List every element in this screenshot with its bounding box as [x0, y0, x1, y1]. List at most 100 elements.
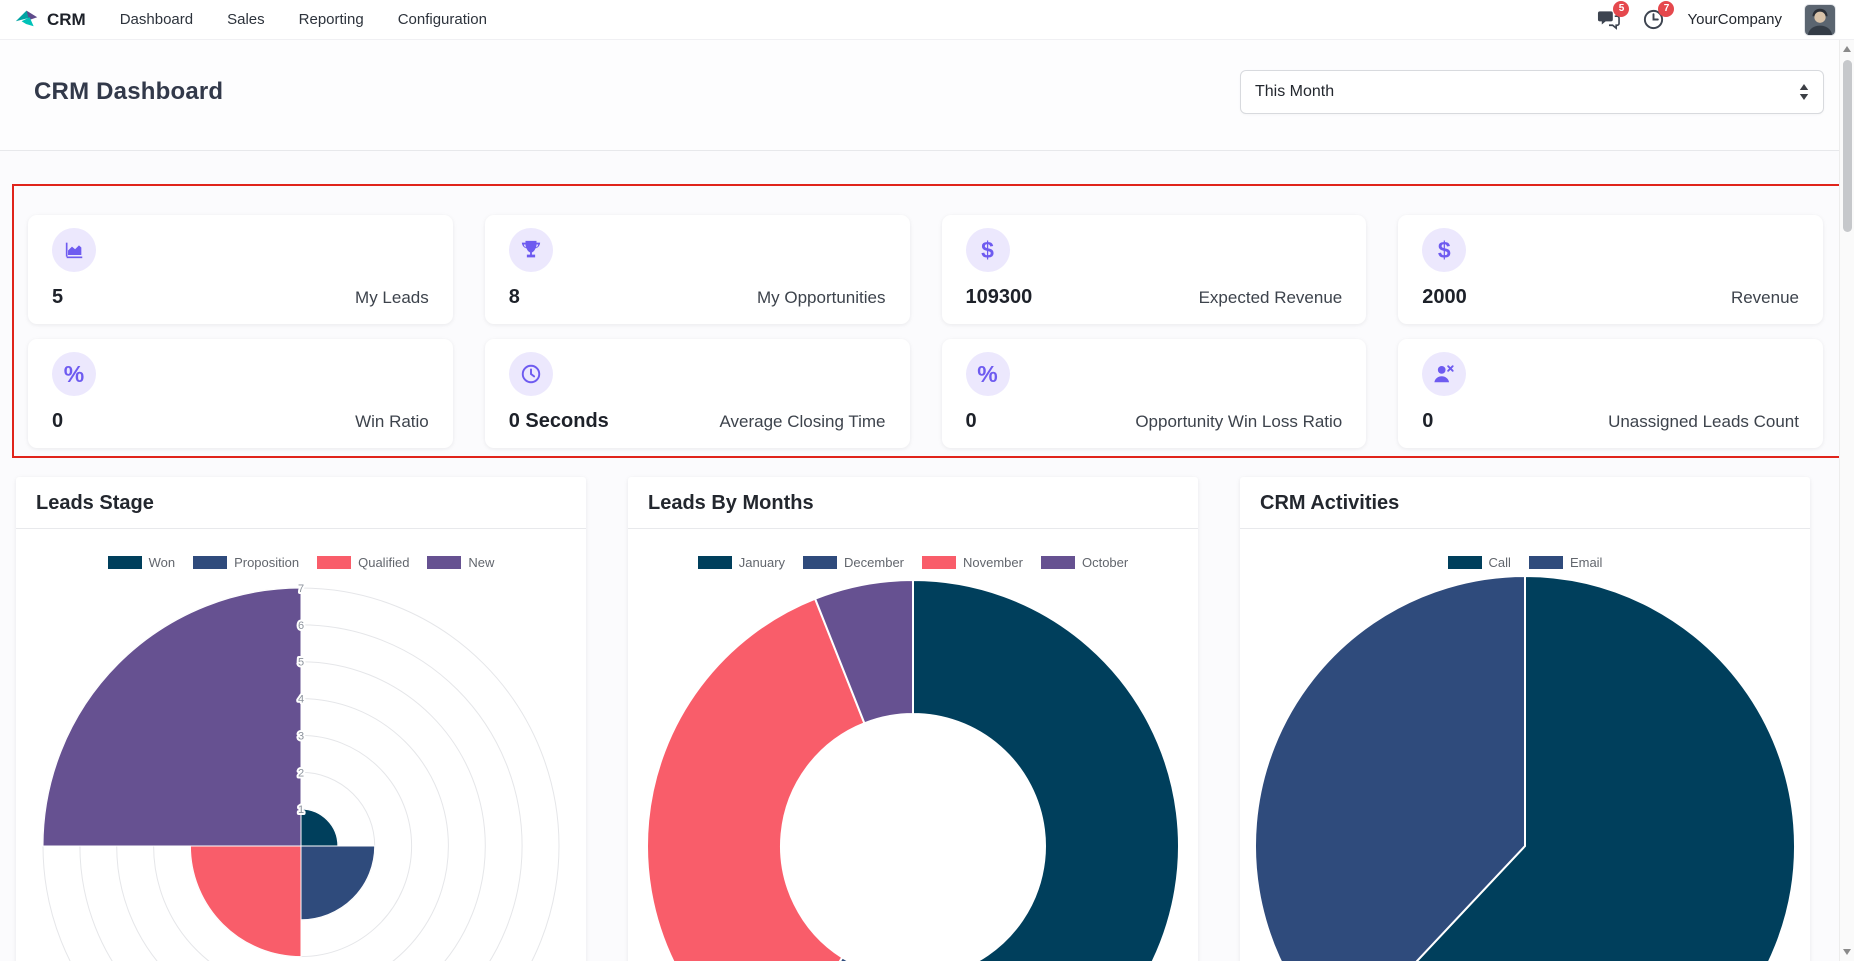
user-x-icon — [1422, 352, 1467, 396]
chart-card-leads-stage: Leads Stage Won Proposition Qualified New 1 2 3… — [16, 477, 586, 961]
legend-swatch — [1528, 556, 1563, 569]
legend-item-october[interactable]: October — [1040, 555, 1128, 570]
kpi-value: 0 Seconds — [508, 410, 609, 432]
legend-item-call[interactable]: Call — [1447, 555, 1511, 570]
chart-title: Leads By Months — [628, 477, 1198, 529]
legend-swatch — [803, 556, 838, 569]
legend-item-won[interactable]: Won — [107, 555, 175, 570]
legend-label: Proposition — [234, 555, 300, 570]
svg-text:5: 5 — [298, 657, 304, 669]
crm-app-logo-icon[interactable] — [14, 7, 39, 32]
chart-title: Leads Stage — [16, 477, 586, 529]
chart-legend: Won Proposition Qualified New — [16, 529, 586, 574]
scroll-up-icon[interactable] — [1843, 46, 1851, 52]
leads-by-months-chart — [646, 578, 1180, 961]
kpi-label: Revenue — [1730, 288, 1799, 307]
kpi-text-row: 109300 Expected Revenue — [966, 286, 1343, 309]
legend-label: Qualified — [358, 555, 410, 570]
kpi-card-my-leads[interactable]: 5 My Leads — [28, 215, 453, 324]
scroll-down-icon[interactable] — [1843, 949, 1851, 955]
scrollbar-thumb[interactable] — [1842, 60, 1852, 232]
legend-item-qualified[interactable]: Qualified — [317, 555, 409, 570]
nav-item-reporting[interactable]: Reporting — [298, 11, 364, 28]
navbar-right: 5 7 YourCompany — [1597, 1, 1836, 36]
legend-swatch — [1040, 556, 1075, 569]
kpi-grid: 5 My Leads 8 My Opportunities $109300 Expecte… — [28, 215, 1823, 448]
activities-button[interactable]: 7 — [1642, 1, 1675, 31]
messages-badge: 5 — [1613, 1, 1630, 17]
kpi-card-average-closing-time[interactable]: 0 Seconds Average Closing Time — [484, 339, 910, 448]
legend-swatch — [697, 556, 732, 569]
svg-text:1: 1 — [298, 804, 304, 816]
legend-swatch — [317, 556, 352, 569]
legend-label: New — [468, 555, 495, 570]
chart-area: Call Email — [1240, 529, 1810, 961]
kpi-label: Unassigned Leads Count — [1608, 412, 1799, 431]
kpi-text-row: 0 Opportunity Win Loss Ratio — [966, 410, 1343, 433]
area-chart-icon — [52, 228, 96, 272]
kpi-label: Average Closing Time — [719, 412, 886, 431]
main-menu: Dashboard Sales Reporting Configuration — [120, 11, 487, 28]
kpi-text-row: 0 Win Ratio — [52, 410, 429, 433]
kpi-value: 0 — [965, 410, 977, 432]
messages-button[interactable]: 5 — [1597, 1, 1630, 31]
svg-text:7: 7 — [298, 583, 304, 595]
charts-row: Leads Stage Won Proposition Qualified New 1 2 3… — [0, 477, 1854, 961]
crm-activities-chart — [1254, 574, 1796, 961]
kpi-label: My Leads — [355, 288, 429, 307]
legend-item-new[interactable]: New — [427, 555, 494, 570]
chart-card-leads-by-months: Leads By Months January December November Oc… — [628, 477, 1198, 961]
legend-label: January — [738, 555, 786, 570]
dollar-icon: $ — [965, 228, 1010, 272]
leads-stage-chart: 1 2 3 4 5 6 7 — [42, 581, 560, 961]
legend-item-november[interactable]: November — [922, 555, 1023, 570]
nav-item-dashboard[interactable]: Dashboard — [119, 11, 194, 28]
select-sort-arrows-icon — [1799, 84, 1809, 100]
vertical-scrollbar[interactable] — [1839, 40, 1854, 961]
kpi-section: 5 My Leads 8 My Opportunities $109300 Expecte… — [12, 184, 1847, 458]
svg-text:3: 3 — [298, 730, 304, 742]
kpi-text-row: 0 Seconds Average Closing Time — [509, 410, 886, 433]
nav-item-configuration[interactable]: Configuration — [397, 11, 487, 28]
nav-item-sales[interactable]: Sales — [227, 11, 265, 28]
kpi-card-revenue[interactable]: $2000 Revenue — [1398, 215, 1823, 324]
navbar-left: CRM Dashboard Sales Reporting Configuration — [14, 7, 487, 32]
kpi-card-win-ratio[interactable]: % 0 Win Ratio — [28, 339, 453, 448]
svg-text:6: 6 — [298, 620, 304, 632]
kpi-card-opportunity-win-loss-ratio[interactable]: % 0 Opportunity Win Loss Ratio — [941, 339, 1367, 448]
kpi-value: 5 — [52, 286, 64, 308]
kpi-value: 0 — [1422, 410, 1434, 432]
kpi-text-row: 0 Unassigned Leads Count — [1422, 410, 1799, 433]
chart-title: CRM Activities — [1240, 477, 1810, 529]
app-name[interactable]: CRM — [47, 9, 86, 29]
chart-legend: January December November October — [628, 529, 1198, 574]
company-switcher[interactable]: YourCompany — [1687, 11, 1782, 28]
period-filter-select[interactable]: This Month — [1240, 70, 1824, 114]
kpi-label: Win Ratio — [355, 412, 429, 431]
page-header: CRM Dashboard This Month — [0, 40, 1854, 151]
kpi-value: 8 — [508, 286, 520, 308]
kpi-value: 2000 — [1422, 286, 1467, 308]
legend-label: Call — [1488, 555, 1511, 570]
kpi-card-expected-revenue[interactable]: $109300 Expected Revenue — [941, 215, 1367, 324]
user-avatar[interactable] — [1804, 3, 1836, 36]
legend-item-december[interactable]: December — [803, 555, 904, 570]
legend-swatch — [107, 556, 142, 569]
top-navbar: CRM Dashboard Sales Reporting Configuration… — [0, 0, 1854, 40]
page-title: CRM Dashboard — [34, 78, 224, 105]
legend-item-email[interactable]: Email — [1528, 555, 1602, 570]
kpi-value: 109300 — [965, 286, 1033, 308]
legend-item-proposition[interactable]: Proposition — [193, 555, 299, 570]
chart-legend: Call Email — [1240, 529, 1810, 574]
activities-badge: 7 — [1658, 1, 1675, 17]
kpi-card-unassigned-leads-count[interactable]: 0 Unassigned Leads Count — [1398, 339, 1823, 448]
kpi-value: 0 — [52, 410, 64, 432]
kpi-label: Opportunity Win Loss Ratio — [1135, 412, 1343, 431]
kpi-text-row: 2000 Revenue — [1422, 286, 1799, 309]
kpi-text-row: 8 My Opportunities — [509, 286, 886, 309]
dollar-icon: $ — [1422, 228, 1467, 272]
period-filter-value: This Month — [1255, 83, 1335, 100]
legend-item-january[interactable]: January — [697, 555, 786, 570]
legend-swatch — [427, 556, 462, 569]
kpi-card-my-opportunities[interactable]: 8 My Opportunities — [484, 215, 910, 324]
